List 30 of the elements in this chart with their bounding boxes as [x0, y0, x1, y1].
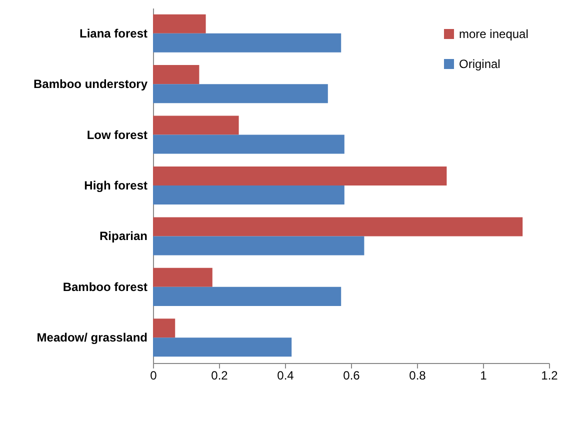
bar	[153, 14, 206, 34]
bar	[153, 166, 447, 186]
bar	[153, 286, 342, 306]
bar	[153, 236, 364, 256]
bar	[153, 33, 342, 52]
y-tick-label: Bamboo understory	[33, 77, 148, 92]
legend-label: Original	[459, 57, 500, 71]
x-tick-label: 0.4	[277, 368, 294, 382]
bar	[153, 338, 292, 357]
bar	[153, 217, 523, 236]
y-tick-label: High forest	[84, 178, 148, 192]
x-tick-label: 1	[480, 368, 488, 382]
x-tick-label: 0.8	[409, 368, 426, 382]
y-tick-label: Liana forest	[79, 26, 148, 40]
x-tick-label: 0.2	[211, 368, 228, 382]
bar	[153, 84, 328, 104]
x-tick-label: 1.2	[541, 368, 558, 382]
x-tick-label: 0.6	[343, 368, 360, 382]
bar	[153, 134, 344, 154]
y-tick-label: Meadow/ grassland	[36, 330, 148, 345]
bar	[153, 186, 344, 205]
y-tick-label: Low forest	[86, 128, 148, 142]
x-tick-label: 0	[150, 368, 158, 382]
legend-label: more inequal	[459, 27, 528, 41]
bar	[153, 318, 176, 338]
bar	[153, 65, 200, 84]
bar	[153, 116, 239, 135]
y-tick-label: Bamboo forest	[62, 280, 148, 294]
bar	[153, 268, 212, 287]
y-tick-label: Riparian	[99, 229, 148, 244]
